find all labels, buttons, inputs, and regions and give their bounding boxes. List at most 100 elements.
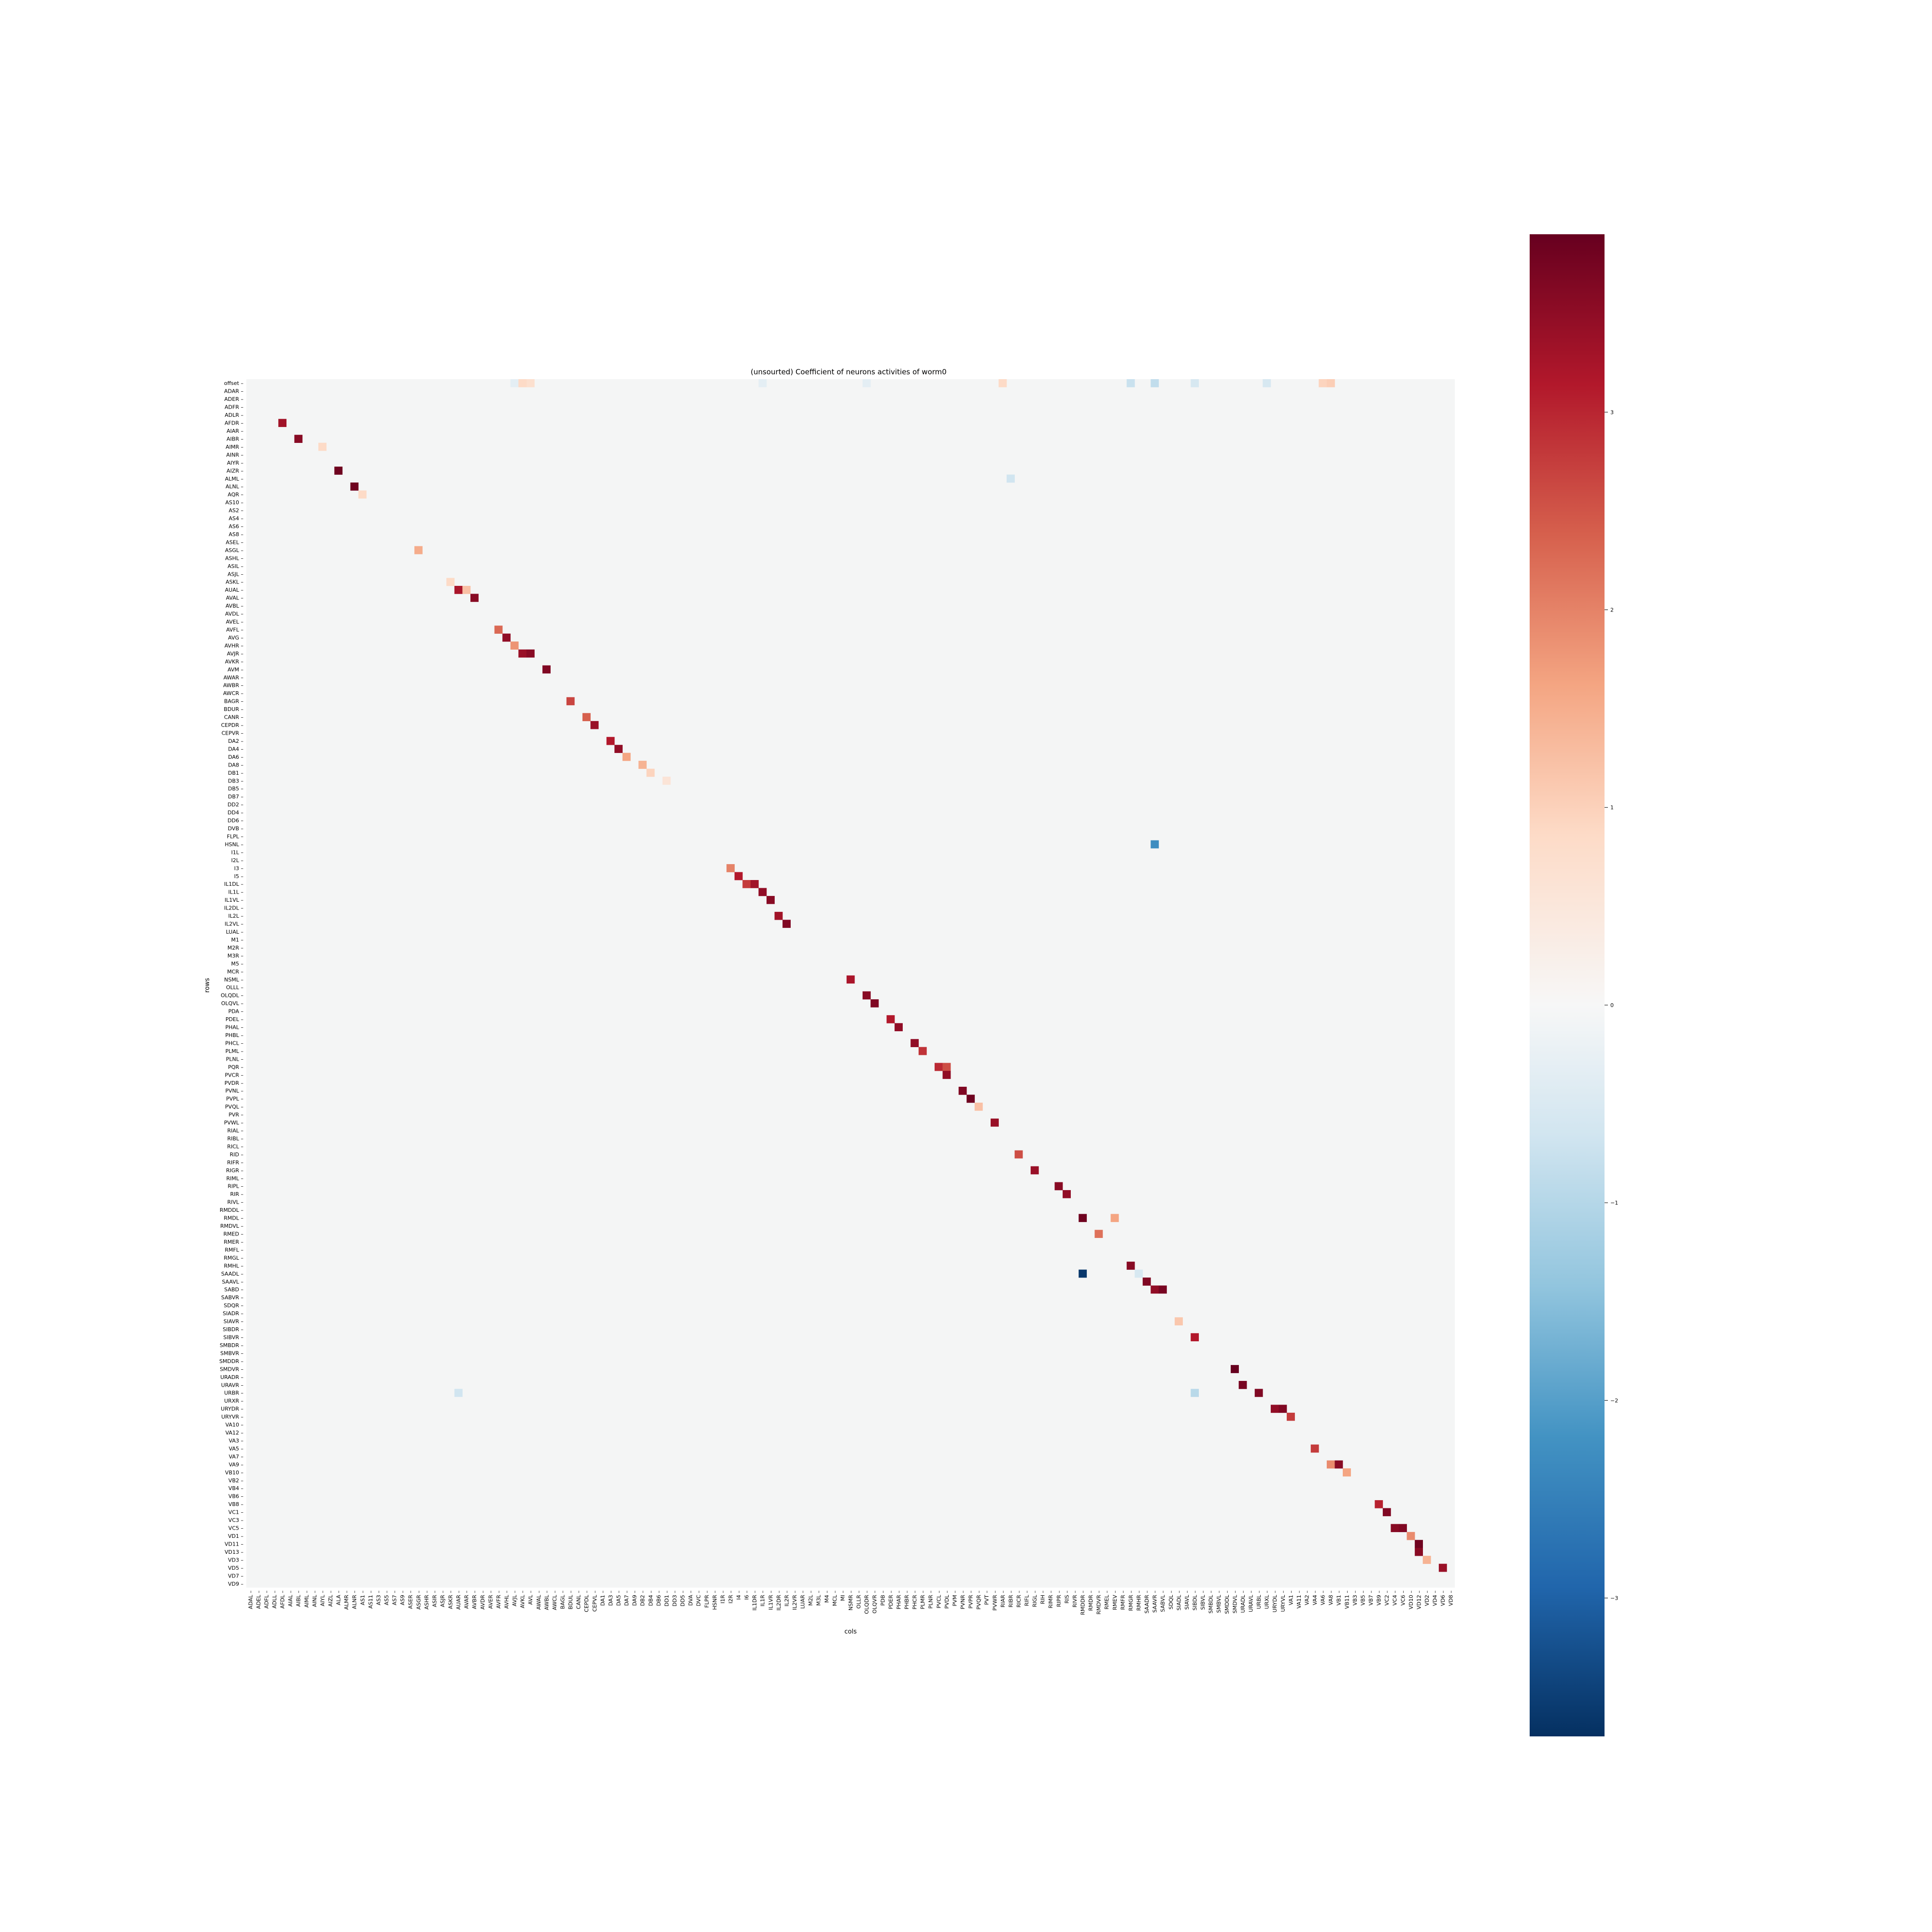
x-tick-label: DA7 – [624, 1591, 630, 1606]
heatmap-cell [1406, 1532, 1415, 1540]
y-tick-label: AVFL – [226, 627, 243, 633]
x-tick-label: VC4 – [1392, 1591, 1398, 1605]
heatmap-cell [1438, 1563, 1447, 1572]
y-tick-label: DB5 – [228, 786, 243, 792]
heatmap-cell [1335, 1460, 1343, 1469]
x-tick-label: VD12 – [1416, 1591, 1422, 1609]
y-tick-label: IL1DL – [224, 881, 243, 887]
y-tick-label: RMDDL – [220, 1207, 243, 1213]
x-tick-label: URXL – [1264, 1591, 1270, 1609]
x-tick-label: PVQR – [976, 1591, 982, 1609]
y-tick-label: ASEL – [226, 539, 243, 545]
y-tick-label: SABD – [224, 1287, 243, 1293]
y-tick-label: VB8 – [228, 1501, 243, 1507]
x-tick-label: SIBVL – [1200, 1591, 1206, 1610]
y-tick-label: I5 – [234, 873, 243, 880]
x-tick-label: SABVL – [1160, 1591, 1166, 1612]
heatmap-cell [767, 895, 775, 904]
y-tick-label: RIPL – [227, 1183, 243, 1190]
y-tick-label: ASIL – [227, 563, 243, 569]
heatmap-cell [942, 1071, 951, 1079]
heatmap-cell [862, 991, 871, 1000]
heatmap-cell [895, 1023, 903, 1032]
y-tick-label: ASJL – [227, 571, 243, 577]
heatmap-cell [726, 864, 735, 872]
y-tick-label: ASGL – [225, 547, 243, 554]
y-tick-label: M1 – [231, 937, 244, 943]
x-tick-label: ASER – [408, 1591, 414, 1609]
x-tick-label: VD8 – [1448, 1591, 1454, 1606]
y-tick-label: RMED – [223, 1231, 243, 1237]
heatmap-cell [518, 649, 527, 658]
x-tick-label: AIZL – [327, 1591, 334, 1606]
x-tick-label: PDER – [888, 1591, 894, 1609]
heatmap-cell [1142, 1278, 1151, 1286]
x-tick-label: PVCL – [936, 1591, 942, 1608]
x-tick-label: M3L – [816, 1591, 822, 1606]
heatmap-cell [318, 442, 327, 451]
y-tick-label: RMHL – [224, 1263, 243, 1269]
y-tick-label: AS6 – [228, 524, 243, 530]
y-tick-label: VB6 – [228, 1493, 243, 1500]
y-tick-label: CEPDR – [221, 722, 243, 728]
x-tick-label: OLLR – [856, 1591, 862, 1609]
y-tick-label: DB1 – [228, 770, 243, 776]
x-tick-label: ALNR – [352, 1591, 358, 1609]
x-tick-label: DA1 – [599, 1591, 606, 1606]
x-tick-label: URBL – [1256, 1591, 1262, 1609]
x-tick-label: RMGR – [1128, 1591, 1134, 1611]
y-tick-label: PLML – [226, 1048, 243, 1054]
heatmap-cell [1151, 1285, 1159, 1294]
heatmap-cell [526, 649, 535, 658]
x-tick-label: SMDVL – [1232, 1591, 1238, 1613]
x-tick-label: PHAR – [895, 1591, 902, 1609]
y-tick-label: DD4 – [227, 810, 243, 816]
heatmap-cell [662, 777, 671, 785]
y-tick-label: AS8 – [228, 531, 243, 538]
y-tick-label: AVEL – [226, 619, 243, 625]
heatmap-cell [974, 1102, 983, 1111]
x-tick-label: PDB – [880, 1591, 886, 1606]
x-tick-label: DB4 – [648, 1591, 654, 1606]
x-tick-label: VB1 – [1336, 1591, 1342, 1605]
x-tick-label: VD6 – [1440, 1591, 1446, 1606]
y-tick-label: MCR – [227, 968, 243, 975]
x-tick-label: DB6 – [655, 1591, 662, 1606]
heatmap-cells [278, 379, 1447, 1572]
y-tick-label: IL1VL – [225, 897, 243, 903]
x-tick-label: RIBR – [1008, 1591, 1014, 1607]
y-tick-label: M3R – [227, 952, 243, 959]
y-tick-label: PLNL – [226, 1056, 243, 1062]
y-tick-label: AFDR – [225, 420, 243, 426]
y-tick-label: SMDDR – [219, 1358, 243, 1364]
x-tick-label: VB11 – [1344, 1591, 1350, 1609]
x-tick-label: RIVR – [1072, 1591, 1078, 1607]
x-tick-label: DD3 – [671, 1591, 678, 1606]
y-tick-label: AVKR – [225, 658, 243, 665]
x-tick-label: NSMR – [848, 1591, 854, 1610]
x-tick-label: VC6 – [1400, 1591, 1406, 1605]
x-tick-label: VD4 – [1432, 1591, 1438, 1606]
y-tick-label: PHCL – [225, 1040, 243, 1046]
y-tick-label: RIBL – [227, 1136, 243, 1142]
x-tick-label: URYDL – [1272, 1591, 1278, 1612]
heatmap-cell [1415, 1548, 1423, 1556]
x-tick-label: CEPDL – [583, 1591, 590, 1612]
x-tick-label: AWAL – [536, 1591, 542, 1610]
heatmap-cell [1270, 1405, 1279, 1413]
heatmap-cell [1151, 379, 1159, 387]
heatmap-cell [1375, 1500, 1383, 1508]
x-tick-label: OLQDR – [864, 1591, 870, 1614]
x-tick-label: RMHR – [1136, 1591, 1142, 1611]
y-tick-label: CANR – [224, 714, 243, 721]
heatmap-cell [942, 1063, 951, 1071]
colorbar-ticks: 3 2 1 0 −1 −2 −3 [1605, 409, 1618, 1602]
y-tick-label: VD1 – [228, 1533, 243, 1539]
y-tick-label: VD3 – [228, 1557, 243, 1563]
y-tick-label: CEPVR – [222, 730, 243, 736]
heatmap-cell [518, 379, 527, 387]
y-axis-label: rows [204, 978, 211, 993]
y-tick-label: SIADR – [223, 1310, 243, 1317]
x-tick-label: I4 – [736, 1591, 742, 1600]
y-tick-label: SIBDR – [223, 1326, 243, 1333]
